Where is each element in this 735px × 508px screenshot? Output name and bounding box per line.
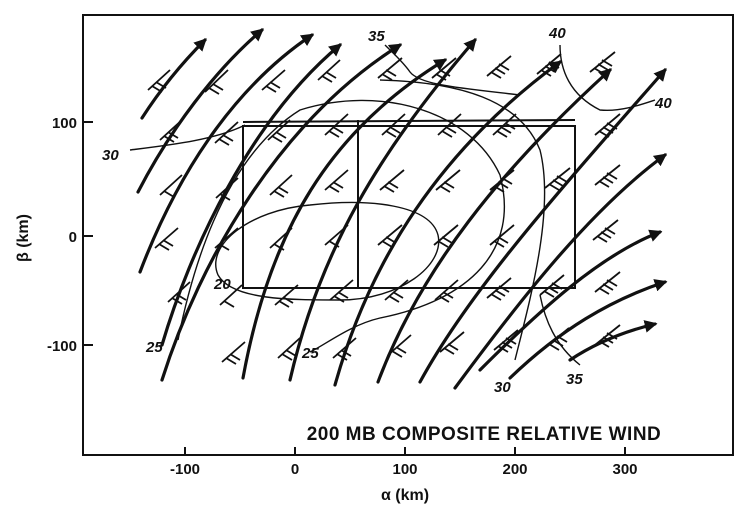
isotach-20 <box>215 201 440 301</box>
isotach-label-30-bottom: 30 <box>494 379 511 396</box>
isotach-label-20: 20 <box>213 276 231 293</box>
wind-barbs <box>147 51 621 365</box>
wind-barb <box>221 341 246 365</box>
y-tick-minus-100: -100 <box>47 338 77 355</box>
wind-barb <box>324 169 349 193</box>
wind-barb <box>159 119 183 143</box>
analysis-boxes <box>242 119 576 289</box>
x-tick-100: 100 <box>392 461 417 478</box>
wind-barb <box>214 121 239 146</box>
wind-barb <box>274 284 299 308</box>
wind-barb <box>594 113 621 138</box>
wind-barb <box>204 69 229 95</box>
y-tick-100: 100 <box>52 115 77 132</box>
x-tick-300: 300 <box>612 461 637 478</box>
x-tick-minus-100: -100 <box>170 461 200 478</box>
isotach-30-left <box>129 124 246 151</box>
isotach-40 <box>559 44 656 112</box>
wind-barb <box>324 113 349 138</box>
streamline <box>140 38 207 120</box>
figure-title: 200 MB COMPOSITE RELATIVE WIND <box>307 424 662 445</box>
streamline <box>288 38 477 382</box>
wind-barb <box>261 69 286 93</box>
x-axis-title: α (km) <box>381 487 429 504</box>
wind-barb <box>486 55 512 79</box>
wind-barb <box>437 113 462 138</box>
wind-barb <box>379 169 405 193</box>
isotach-label-40-top: 40 <box>548 25 566 42</box>
y-tick-0: 0 <box>69 229 77 246</box>
wind-barb <box>486 277 512 301</box>
wind-barb <box>277 337 301 361</box>
isotachs <box>129 44 656 366</box>
wind-barb <box>317 59 341 83</box>
streamline <box>508 279 668 380</box>
wind-barb <box>214 227 239 251</box>
streamline <box>136 28 264 194</box>
isotach-label-40-right: 40 <box>654 95 672 112</box>
wind-barb <box>544 167 571 191</box>
wind-barb <box>589 51 616 75</box>
y-axis-title: β (km) <box>15 214 32 262</box>
isotach-label-35-top: 35 <box>368 28 385 45</box>
isotach-label-30-left: 30 <box>102 147 119 164</box>
isotach-label-25-center: 25 <box>301 345 319 362</box>
wind-barb <box>493 329 519 353</box>
streamline <box>453 153 668 390</box>
isotach-label-25-left: 25 <box>145 339 163 356</box>
wind-barb <box>329 279 354 303</box>
wind-barb <box>324 224 349 248</box>
wind-barb <box>594 164 621 188</box>
wind-barb <box>434 279 459 303</box>
wind-barb <box>147 69 171 93</box>
wind-barb <box>332 337 357 361</box>
streamline <box>376 68 612 384</box>
wind-barb <box>269 227 293 251</box>
wind-barb <box>489 169 515 193</box>
wind-barb <box>377 57 403 81</box>
wind-barb <box>384 279 409 303</box>
wind-barb <box>544 327 570 351</box>
streamline <box>333 60 563 387</box>
wind-barb <box>592 219 619 243</box>
wind-barb <box>377 224 403 248</box>
x-tick-0: 0 <box>291 461 299 478</box>
wind-barb <box>267 119 291 143</box>
streamline <box>418 68 667 384</box>
wind-barb <box>219 284 243 308</box>
streamline <box>160 43 403 382</box>
wind-barb <box>387 334 412 358</box>
wind-barb <box>167 281 191 305</box>
wind-barb <box>215 177 239 201</box>
wind-barb <box>489 224 515 248</box>
wind-barb <box>439 331 465 355</box>
wind-barb <box>154 227 179 251</box>
x-tick-200: 200 <box>502 461 527 478</box>
streamlines <box>136 28 668 390</box>
wind-barb <box>159 174 183 198</box>
wind-barb <box>594 324 621 348</box>
isotach-25 <box>177 99 505 353</box>
isotach-label-35-bottom: 35 <box>566 371 583 388</box>
wind-barb <box>435 169 461 193</box>
streamline <box>241 58 448 380</box>
wind-barb <box>433 224 459 248</box>
wind-barb <box>431 57 457 81</box>
wind-barb <box>492 113 517 138</box>
axis-ticks <box>83 121 626 455</box>
streamline <box>138 33 315 274</box>
wind-barb <box>269 174 293 198</box>
isotach-30-right <box>379 79 546 361</box>
wind-barb <box>381 113 406 138</box>
wind-barb <box>594 271 621 295</box>
wind-barb <box>536 53 562 77</box>
wind-barb <box>539 274 565 298</box>
